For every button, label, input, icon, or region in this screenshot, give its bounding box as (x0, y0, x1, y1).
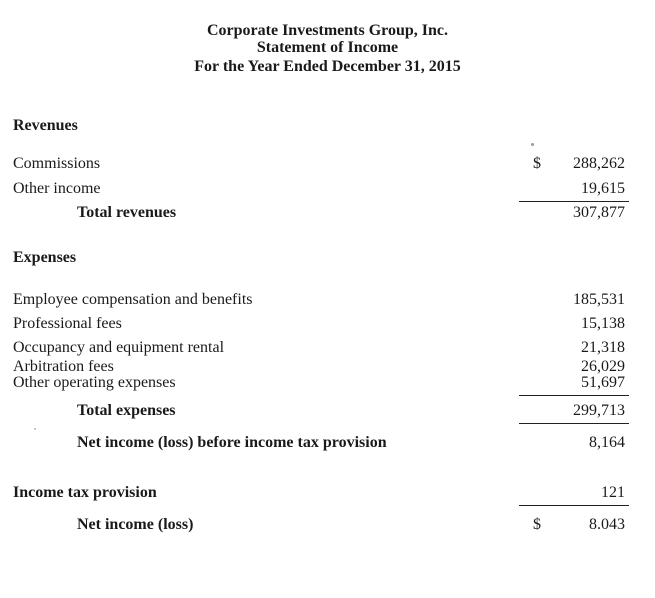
occupancy-amount: 21,318 (581, 339, 625, 356)
other-income-label: Other income (13, 180, 101, 197)
dollar-sign: $ (533, 516, 541, 533)
row-arbitration-fees: Arbitration fees 26,029 (13, 357, 625, 377)
pretax-income-label: Net income (loss) before income tax prov… (77, 434, 387, 451)
company-name: Corporate Investments Group, Inc. (206, 22, 449, 39)
scan-artifact-dot (34, 428, 36, 430)
commissions-label: Commissions (13, 155, 101, 172)
employee-compensation-label: Employee compensation and benefits (13, 291, 253, 308)
total-expenses-amount: 299,713 (519, 401, 629, 424)
income-tax-amount: 121 (519, 483, 629, 506)
amount-text: 51,697 (581, 374, 625, 391)
period-line: For the Year Ended December 31, 2015 (194, 58, 461, 75)
underline-rule (519, 423, 629, 424)
total-revenues-label: Total revenues (77, 204, 177, 221)
row-pretax-income: Net income (loss) before income tax prov… (13, 433, 625, 453)
net-income-label: Net income (loss) (77, 516, 194, 533)
amount-text: 299,713 (573, 402, 625, 419)
employee-compensation-amount: 185,531 (573, 291, 625, 308)
amount-text: 19,615 (581, 180, 625, 197)
row-other-income: Other income 19,615 (13, 179, 629, 202)
underline-rule (519, 201, 629, 202)
row-net-income: Net income (loss) $ 8.043 (13, 515, 625, 535)
underline-rule (519, 505, 629, 506)
occupancy-label: Occupancy and equipment rental (13, 339, 225, 356)
row-commissions: Commissions $ 288,262 (13, 154, 625, 174)
pretax-income-amount: 8,164 (589, 434, 625, 451)
net-income-amount: 8.043 (589, 516, 625, 533)
document-header: Corporate Investments Group, Inc. Statem… (0, 22, 655, 75)
professional-fees-amount: 15,138 (581, 315, 625, 332)
commissions-amount: 288,262 (573, 155, 625, 172)
row-professional-fees: Professional fees 15,138 (13, 314, 625, 334)
row-other-operating: Other operating expenses 51,697 (13, 373, 629, 396)
scan-artifact-dot (531, 143, 534, 146)
row-total-expenses: Total expenses 299,713 (13, 401, 629, 424)
total-expenses-label: Total expenses (77, 402, 176, 419)
row-total-revenues: Total revenues 307,877 (13, 203, 625, 223)
row-occupancy: Occupancy and equipment rental 21,318 (13, 338, 625, 358)
underline-rule (519, 395, 629, 396)
row-employee-compensation: Employee compensation and benefits 185,5… (13, 290, 625, 310)
professional-fees-label: Professional fees (13, 315, 122, 332)
arbitration-fees-amount: 26,029 (581, 358, 625, 375)
dollar-sign: $ (533, 155, 541, 172)
row-income-tax: Income tax provision 121 (13, 483, 629, 506)
statement-title: Statement of Income (256, 39, 399, 56)
revenues-heading: Revenues (13, 117, 78, 134)
arbitration-fees-label: Arbitration fees (13, 358, 114, 375)
other-income-amount: 19,615 (519, 179, 629, 202)
other-operating-amount: 51,697 (519, 373, 629, 396)
expenses-section-heading-row: Expenses (13, 248, 625, 268)
total-revenues-amount: 307,877 (573, 204, 625, 221)
other-operating-label: Other operating expenses (13, 374, 176, 391)
revenues-section-heading-row: Revenues (13, 116, 625, 136)
amount-text: 121 (601, 484, 625, 501)
income-tax-label: Income tax provision (13, 484, 157, 501)
expenses-heading: Expenses (13, 249, 77, 266)
